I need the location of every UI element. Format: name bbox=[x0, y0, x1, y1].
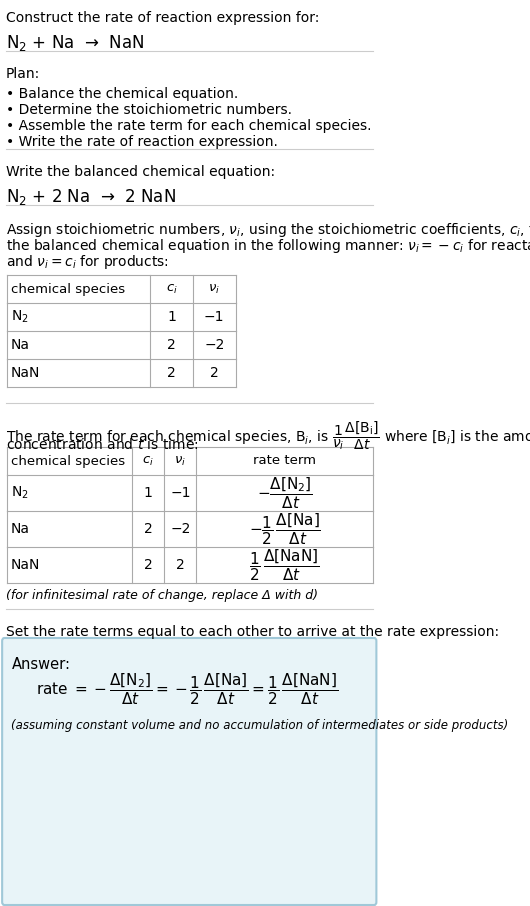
Text: Plan:: Plan: bbox=[6, 67, 40, 81]
Text: the balanced chemical equation in the following manner: $\nu_i = -c_i$ for react: the balanced chemical equation in the fo… bbox=[6, 237, 530, 255]
Text: • Write the rate of reaction expression.: • Write the rate of reaction expression. bbox=[6, 135, 278, 149]
Text: 1: 1 bbox=[167, 310, 176, 324]
Text: −2: −2 bbox=[204, 338, 224, 352]
Text: (assuming constant volume and no accumulation of intermediates or side products): (assuming constant volume and no accumul… bbox=[12, 719, 509, 732]
Text: $-\dfrac{1}{2}\,\dfrac{\Delta[\mathrm{Na}]}{\Delta t}$: $-\dfrac{1}{2}\,\dfrac{\Delta[\mathrm{Na… bbox=[249, 511, 321, 547]
Text: (for infinitesimal rate of change, replace Δ with d): (for infinitesimal rate of change, repla… bbox=[6, 589, 317, 602]
Text: N$_2$: N$_2$ bbox=[11, 309, 29, 325]
Text: chemical species: chemical species bbox=[11, 455, 125, 467]
Text: N$_2$ + Na  →  NaN: N$_2$ + Na → NaN bbox=[6, 33, 144, 53]
Text: • Assemble the rate term for each chemical species.: • Assemble the rate term for each chemic… bbox=[6, 119, 371, 133]
Text: N$_2$ + 2 Na  →  2 NaN: N$_2$ + 2 Na → 2 NaN bbox=[6, 187, 175, 207]
Text: Answer:: Answer: bbox=[12, 657, 70, 672]
Text: NaN: NaN bbox=[11, 366, 40, 380]
Text: rate $= -\dfrac{\Delta[\mathrm{N_2}]}{\Delta t} = -\dfrac{1}{2}\,\dfrac{\Delta[\: rate $= -\dfrac{\Delta[\mathrm{N_2}]}{\D… bbox=[36, 671, 338, 707]
Text: N$_2$: N$_2$ bbox=[11, 485, 29, 501]
Text: Na: Na bbox=[11, 338, 30, 352]
Text: 2: 2 bbox=[167, 366, 176, 380]
Text: 2: 2 bbox=[144, 522, 153, 536]
Text: −1: −1 bbox=[204, 310, 225, 324]
Text: $\dfrac{1}{2}\,\dfrac{\Delta[\mathrm{NaN}]}{\Delta t}$: $\dfrac{1}{2}\,\dfrac{\Delta[\mathrm{NaN… bbox=[249, 547, 320, 583]
Text: $\nu_i$: $\nu_i$ bbox=[208, 283, 220, 295]
Text: NaN: NaN bbox=[11, 558, 40, 572]
Text: −1: −1 bbox=[170, 486, 191, 500]
Text: Assign stoichiometric numbers, $\nu_i$, using the stoichiometric coefficients, $: Assign stoichiometric numbers, $\nu_i$, … bbox=[6, 221, 530, 239]
Text: Set the rate terms equal to each other to arrive at the rate expression:: Set the rate terms equal to each other t… bbox=[6, 625, 499, 639]
Text: rate term: rate term bbox=[253, 455, 316, 467]
Text: concentration and $t$ is time:: concentration and $t$ is time: bbox=[6, 437, 198, 452]
Text: Na: Na bbox=[11, 522, 30, 536]
Text: chemical species: chemical species bbox=[11, 283, 125, 295]
Text: Write the balanced chemical equation:: Write the balanced chemical equation: bbox=[6, 165, 275, 179]
Text: −2: −2 bbox=[170, 522, 190, 536]
Text: 2: 2 bbox=[167, 338, 176, 352]
Text: • Determine the stoichiometric numbers.: • Determine the stoichiometric numbers. bbox=[6, 103, 292, 117]
Text: The rate term for each chemical species, B$_i$, is $\dfrac{1}{\nu_i}\dfrac{\Delt: The rate term for each chemical species,… bbox=[6, 419, 530, 452]
Text: • Balance the chemical equation.: • Balance the chemical equation. bbox=[6, 87, 238, 101]
Text: Construct the rate of reaction expression for:: Construct the rate of reaction expressio… bbox=[6, 11, 319, 25]
Text: and $\nu_i = c_i$ for products:: and $\nu_i = c_i$ for products: bbox=[6, 253, 169, 271]
Text: 1: 1 bbox=[144, 486, 153, 500]
Text: 2: 2 bbox=[144, 558, 153, 572]
Text: $c_i$: $c_i$ bbox=[142, 455, 154, 467]
Text: 2: 2 bbox=[210, 366, 219, 380]
FancyBboxPatch shape bbox=[2, 638, 376, 905]
Text: $\nu_i$: $\nu_i$ bbox=[174, 455, 187, 467]
Text: $c_i$: $c_i$ bbox=[165, 283, 178, 295]
Text: $-\dfrac{\Delta[\mathrm{N_2}]}{\Delta t}$: $-\dfrac{\Delta[\mathrm{N_2}]}{\Delta t}… bbox=[257, 475, 313, 511]
Text: 2: 2 bbox=[176, 558, 185, 572]
